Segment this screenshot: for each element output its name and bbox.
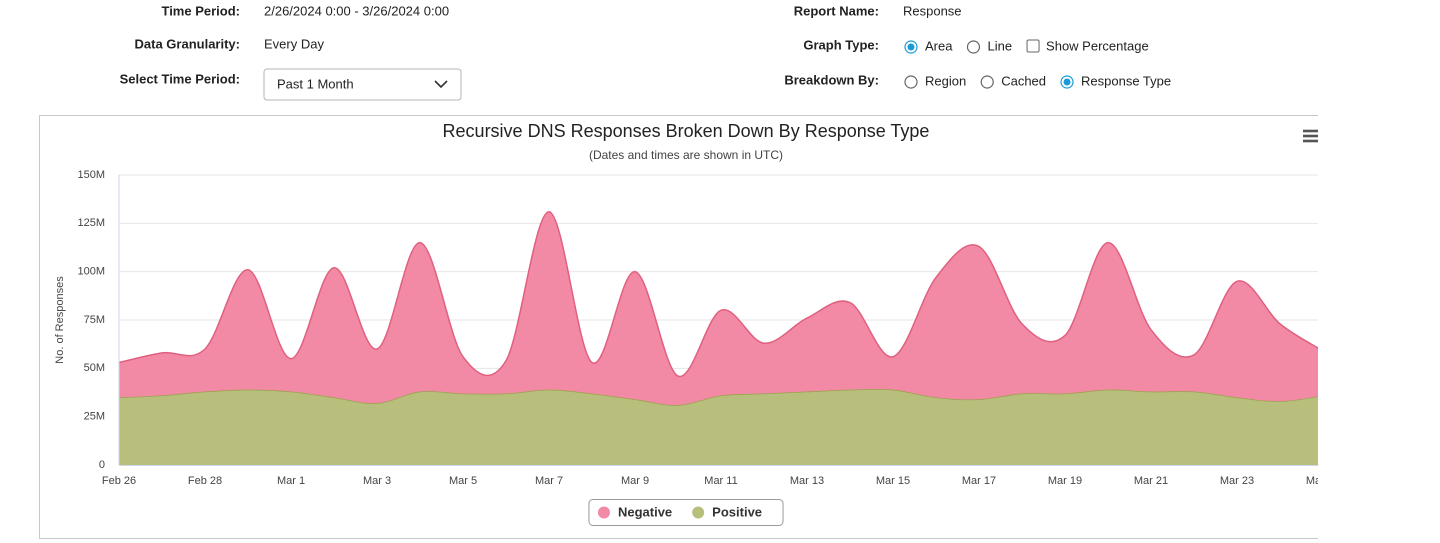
field-label: Report Name: <box>794 3 879 18</box>
x-tick-label: Mar 25 <box>1306 475 1340 487</box>
area <box>119 388 1318 465</box>
legend-box <box>588 499 784 526</box>
legend-marker[interactable] <box>597 506 610 519</box>
x-tick-label: Mar 11 <box>704 475 737 487</box>
y-tick-label: 0 <box>99 459 105 471</box>
legend-label[interactable]: Negative <box>618 504 672 519</box>
x-tick-label: Mar 1 <box>277 475 305 487</box>
x-tick-label: Feb 28 <box>188 475 222 487</box>
x-tick-label: Mar 3 <box>363 475 391 487</box>
select-value: Past 1 Month <box>277 76 354 91</box>
checkbox[interactable] <box>1026 39 1040 53</box>
x-tick-label: Feb 26 <box>102 475 136 487</box>
x-tick-label: Mar 23 <box>1220 475 1254 487</box>
y-tick-label: 25M <box>84 411 105 423</box>
radio-dot <box>1063 78 1071 86</box>
chart-title: Recursive DNS Responses Broken Down By R… <box>443 121 930 141</box>
x-tick-label: Mar 15 <box>876 475 910 487</box>
legend: Negative Positive <box>588 499 784 526</box>
x-tick-label: Mar 9 <box>621 475 649 487</box>
x-tick-label: Mar 19 <box>1048 475 1082 487</box>
radio-label: Line <box>987 38 1012 53</box>
chart-subtitle: (Dates and times are shown in UTC) <box>589 148 783 162</box>
area <box>119 211 1318 406</box>
menu-icon-bar[interactable] <box>1303 129 1318 133</box>
x-tick-label: Mar 5 <box>449 475 477 487</box>
select-chevron <box>434 80 448 89</box>
field-value: Response <box>903 3 962 18</box>
field-label: Data Granularity: <box>135 36 240 51</box>
radio-button[interactable] <box>980 75 994 89</box>
legend-marker[interactable] <box>692 506 705 519</box>
radio-button[interactable] <box>966 40 981 54</box>
field-value: 2/26/2024 0:00 - 3/26/2024 0:00 <box>264 3 449 18</box>
y-tick-label: 75M <box>84 314 105 326</box>
y-tick-label: 125M <box>77 217 105 229</box>
y-tick-label: 100M <box>77 266 105 278</box>
y-tick-label: 50M <box>84 362 105 374</box>
radio-label: Region <box>925 73 966 88</box>
x-tick-label: Mar 13 <box>790 475 824 487</box>
x-tick-label: Mar 7 <box>535 475 563 487</box>
radio-label: Cached <box>1001 73 1046 88</box>
radio-label: Response Type <box>1081 73 1171 88</box>
y-axis-title: No. of Responses <box>54 276 66 364</box>
chart-container: Recursive DNS Responses Broken Down By R… <box>39 115 1340 539</box>
y-tick-label: 150M <box>77 169 105 181</box>
radio-dot <box>907 43 915 51</box>
x-tick-label: Mar 21 <box>1134 475 1168 487</box>
field-label: Time Period: <box>161 3 240 18</box>
menu-icon-bar[interactable] <box>1303 134 1318 138</box>
menu-icon-bar[interactable] <box>1303 139 1318 143</box>
field-label: Graph Type: <box>803 37 879 52</box>
select-box[interactable] <box>263 68 462 101</box>
legend-label[interactable]: Positive <box>712 504 762 519</box>
field-value: Every Day <box>264 36 324 51</box>
x-tick-label: Mar 17 <box>962 475 996 487</box>
radio-button[interactable] <box>904 75 918 89</box>
checkbox-label: Show Percentage <box>1046 38 1149 53</box>
area-line <box>118 210 1318 377</box>
field-label: Breakdown By: <box>784 72 879 87</box>
field-label: Select Time Period: <box>120 71 240 86</box>
radio-label: Area <box>925 38 953 53</box>
